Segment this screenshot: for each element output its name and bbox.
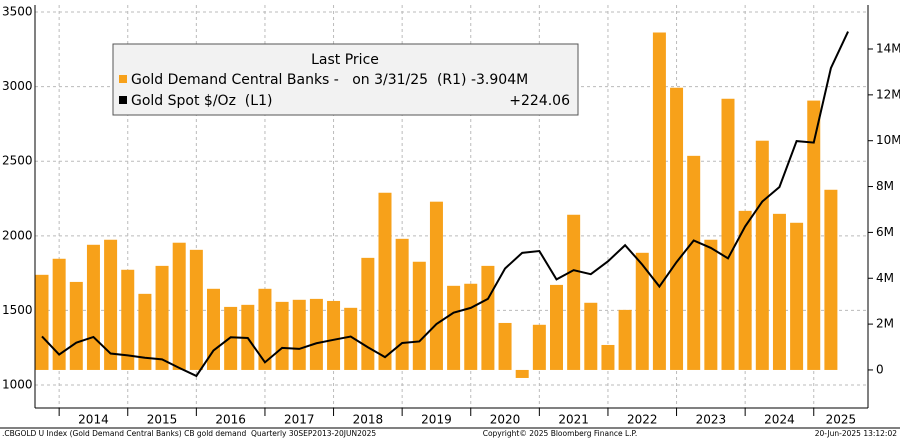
- bar: [738, 210, 752, 370]
- bar: [447, 285, 461, 370]
- x-tick-label: 2014: [78, 413, 109, 427]
- x-tick-label: 2016: [215, 413, 246, 427]
- marks: [35, 31, 849, 378]
- legend-value: +224.06: [509, 93, 570, 109]
- y2-tick-label: 10M: [876, 133, 900, 147]
- bar: [652, 32, 666, 370]
- line: [41, 31, 849, 378]
- y2-tick-label: 6M: [876, 225, 894, 239]
- bar: [481, 265, 495, 370]
- x-tick-label: 2021: [558, 413, 589, 427]
- x-tick-label: 2018: [353, 413, 384, 427]
- bar: [429, 201, 443, 370]
- bar: [721, 98, 735, 370]
- bar: [670, 87, 684, 370]
- y2-tick-label: 2M: [876, 317, 894, 331]
- bar: [464, 283, 478, 370]
- x-tick-label: 2023: [696, 413, 727, 427]
- bar: [550, 284, 563, 370]
- bar: [86, 244, 100, 370]
- legend-box: [112, 43, 579, 116]
- footer-center: Copyright© 2025 Bloomberg Finance L.P.: [483, 429, 638, 438]
- bar: [327, 300, 341, 370]
- bar: [498, 322, 512, 370]
- bar: [618, 309, 632, 370]
- bar: [189, 249, 203, 370]
- bar: [292, 299, 306, 370]
- bar: [687, 155, 701, 370]
- bar: [635, 252, 649, 370]
- bar: [138, 293, 152, 370]
- bar: [52, 258, 66, 370]
- footer-right: 20-Jun-2025 13:12:02: [815, 429, 897, 438]
- y2-tick-label: 14M: [876, 42, 900, 56]
- bar: [704, 239, 718, 370]
- bar: [35, 274, 49, 370]
- x-tick-label: 2025: [826, 413, 857, 427]
- bar: [309, 298, 323, 370]
- bar: [412, 261, 426, 370]
- bar: [515, 369, 529, 378]
- bar: [258, 288, 272, 370]
- axes: 1000 1500 2000 2500 3000 3500 0 2M 4M 6M 8M 10M 12M 1…: [0, 5, 900, 429]
- legend-label: Gold Spot $/Oz (L1): [131, 93, 272, 109]
- y2-tick-label: 8M: [876, 179, 894, 193]
- legend-label: Gold Demand Central Banks - on 3/31/25 (…: [131, 72, 528, 88]
- bar: [772, 213, 786, 370]
- y2-tick-label: 4M: [876, 271, 894, 285]
- bar: [601, 344, 615, 370]
- x-tick-label: 2017: [284, 413, 315, 427]
- bar: [807, 100, 821, 370]
- y-tick-label: 3500: [2, 5, 33, 19]
- bar: [755, 140, 769, 370]
- bar: [155, 265, 169, 370]
- bar: [532, 324, 546, 370]
- bar: [584, 302, 598, 370]
- y2-tick-label: 12M: [876, 87, 900, 101]
- bar: [275, 301, 289, 370]
- y-tick-label: 3000: [2, 79, 33, 93]
- bar: [361, 257, 375, 370]
- legend-title: Last Price: [311, 52, 379, 68]
- x-tick-label: 2019: [421, 413, 452, 427]
- x-tick-label: 2015: [147, 413, 178, 427]
- bar: [395, 238, 409, 370]
- legend-swatch: [119, 75, 127, 83]
- bar: [344, 307, 358, 370]
- y-tick-label: 2500: [2, 154, 33, 168]
- bar: [567, 214, 581, 370]
- legend-swatch: [119, 96, 127, 104]
- bar: [104, 239, 118, 370]
- bar: [378, 192, 392, 370]
- bar: [824, 189, 838, 370]
- x-tick-label: 2024: [764, 413, 795, 427]
- y2-tick-label: 0: [876, 362, 884, 376]
- bar: [69, 281, 83, 370]
- legend: Last Price Gold Demand Central Banks - o…: [112, 43, 579, 116]
- footer-left: .CBGOLD U Index (Gold Demand Central Ban…: [2, 429, 376, 438]
- x-tick-label: 2020: [490, 413, 521, 427]
- bar: [172, 242, 186, 370]
- bar: [790, 222, 804, 370]
- bar: [121, 269, 135, 370]
- y-tick-label: 2000: [2, 228, 33, 242]
- y-tick-label: 1000: [2, 378, 33, 392]
- y-tick-label: 1500: [2, 303, 33, 317]
- bar: [207, 288, 220, 370]
- x-tick-label: 2022: [627, 413, 658, 427]
